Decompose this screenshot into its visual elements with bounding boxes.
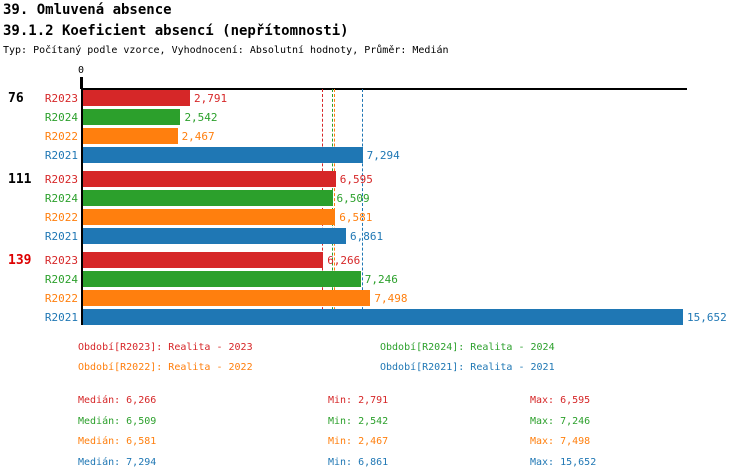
bar-value-label: 2,542	[184, 111, 218, 124]
bar-row-label-R2024: R2024	[44, 273, 78, 286]
bar-value-label: 7,246	[364, 273, 398, 286]
median-line-R2024	[331, 89, 333, 325]
stat-median-R2021: Medián: 7,294	[78, 456, 157, 468]
bar-value-label: 6,595	[339, 173, 373, 186]
bar-value-label: 15,652	[687, 311, 727, 324]
bar-row-label-R2022: R2022	[44, 211, 78, 224]
page-title: 39. Omluvená absence	[3, 2, 172, 18]
group-label-111: 111	[8, 172, 32, 187]
bar-row-label-R2023: R2023	[44, 92, 78, 105]
bar-row-label-R2021: R2021	[44, 311, 78, 324]
bar-row-label-R2024: R2024	[44, 111, 78, 124]
stat-median-R2022: Medián: 6,581	[78, 436, 157, 447]
bar-value-label: 2,467	[181, 130, 215, 143]
legend-item-R2021: Období[R2021]: Realita - 2021	[380, 362, 555, 373]
bar-row-label-R2024: R2024	[44, 192, 78, 205]
group-label-139: 139	[8, 253, 32, 268]
bar-76-R2024	[83, 109, 181, 125]
bar-139-R2022	[83, 290, 371, 306]
stat-median-R2023: Medián: 6,266	[78, 395, 157, 406]
median-line-R2021	[361, 89, 363, 325]
chart-meta: Typ: Počítaný podle vzorce, Vyhodnocení:…	[3, 45, 449, 56]
stat-min-R2021: Min: 6,861	[328, 456, 389, 468]
median-line-R2023	[322, 89, 324, 325]
legend-item-R2024: Období[R2024]: Realita - 2024	[380, 342, 555, 353]
bar-row-label-R2023: R2023	[44, 254, 78, 267]
y-axis-line	[81, 88, 83, 325]
stat-max-R2024: Max: 7,246	[530, 415, 591, 427]
stat-median-R2024: Medián: 6,509	[78, 415, 157, 427]
bar-chart: 0 76 R2023 2,791 R2024 2,542 R2022 2,467 R2021 7…	[0, 60, 750, 342]
bar-row-label-R2021: R2021	[44, 230, 78, 243]
bar-row-label-R2022: R2022	[44, 292, 78, 305]
x-axis-line	[81, 88, 687, 90]
bar-value-label: 7,498	[374, 292, 408, 305]
bar-value-label: 6,581	[339, 211, 373, 224]
legend-item-R2023: Období[R2023]: Realita - 2023	[78, 342, 253, 353]
bar-value-label: 7,294	[366, 149, 400, 162]
bar-139-R2024	[83, 271, 361, 287]
bar-76-R2021	[83, 147, 363, 163]
bar-111-R2021	[83, 228, 346, 244]
bar-value-label: 6,509	[336, 192, 370, 205]
bar-row-label-R2021: R2021	[44, 149, 78, 162]
bar-139-R2021	[83, 309, 683, 325]
bar-111-R2024	[83, 190, 333, 206]
bar-value-label: 6,266	[327, 254, 361, 267]
stat-min-R2023: Min: 2,791	[328, 395, 389, 406]
stat-min-R2022: Min: 2,467	[328, 436, 389, 447]
median-line-R2022	[334, 89, 336, 325]
page-subtitle: 39.1.2 Koeficient absencí (nepřítomnosti…	[3, 23, 349, 39]
stat-max-R2023: Max: 6,595	[530, 395, 591, 406]
bar-111-R2023	[83, 171, 336, 187]
group-label-76: 76	[8, 91, 24, 106]
bar-76-R2023	[83, 90, 190, 106]
bar-row-label-R2022: R2022	[44, 130, 78, 143]
axis-zero-tick	[80, 77, 83, 89]
bar-139-R2023	[83, 252, 324, 268]
stat-min-R2024: Min: 2,542	[328, 415, 389, 427]
bar-value-label: 2,791	[193, 92, 228, 105]
stat-max-R2021: Max: 15,652	[530, 456, 597, 468]
bar-76-R2022	[83, 128, 178, 144]
bar-row-label-R2023: R2023	[44, 173, 78, 186]
bar-111-R2022	[83, 209, 336, 225]
legend-item-R2022: Období[R2022]: Realita - 2022	[78, 362, 253, 373]
axis-zero-label: 0	[77, 65, 85, 76]
bar-value-label: 6,861	[350, 230, 384, 243]
stat-max-R2022: Max: 7,498	[530, 436, 591, 447]
